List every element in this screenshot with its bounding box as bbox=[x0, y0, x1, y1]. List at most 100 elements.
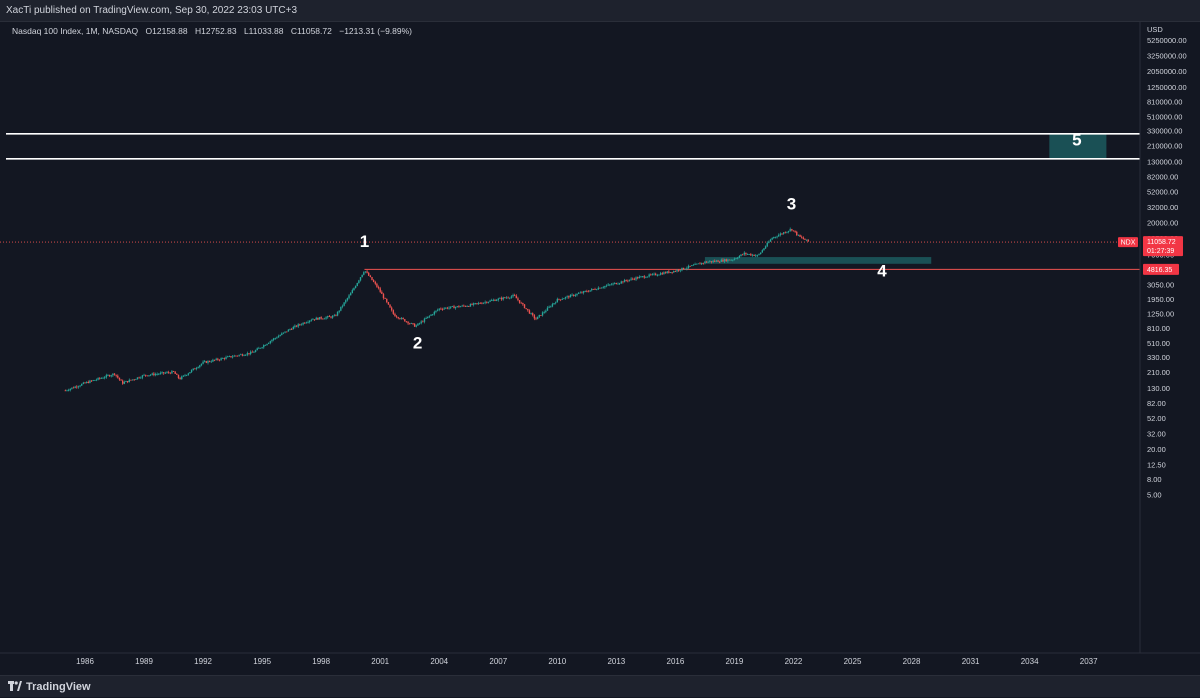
candle-body bbox=[359, 277, 362, 281]
candle-body bbox=[530, 313, 532, 315]
candle-body bbox=[185, 374, 188, 376]
candle-body bbox=[427, 316, 429, 319]
candle-body bbox=[728, 259, 731, 261]
legend-line: Nasdaq 100 Index, 1M, NASDAQ O12158.88 H… bbox=[12, 26, 412, 36]
candle-body bbox=[156, 373, 158, 375]
candle-body bbox=[422, 321, 424, 323]
candle-body bbox=[715, 260, 718, 262]
candle-body bbox=[607, 284, 609, 286]
wave-label-2: 2 bbox=[413, 334, 422, 353]
candle-body bbox=[67, 390, 70, 391]
candle-body bbox=[714, 260, 716, 262]
candle-body bbox=[787, 230, 790, 232]
candle-body bbox=[184, 375, 186, 377]
footer-brand[interactable]: TradingView bbox=[26, 681, 91, 693]
candle-body bbox=[204, 361, 206, 363]
candle-body bbox=[648, 274, 650, 277]
candle-body bbox=[763, 248, 765, 251]
candle-body bbox=[710, 261, 713, 263]
candle-body bbox=[215, 358, 217, 360]
candle-body bbox=[617, 283, 619, 285]
candle-body bbox=[299, 324, 301, 326]
candle-body bbox=[576, 293, 578, 296]
candle-body bbox=[300, 324, 303, 326]
candle-body bbox=[740, 254, 742, 257]
candle-body bbox=[105, 375, 108, 378]
candle-body bbox=[84, 382, 86, 384]
candle-body bbox=[202, 361, 204, 364]
candle-body bbox=[481, 303, 483, 305]
y-tick-label: 5250000.00 bbox=[1147, 36, 1187, 45]
y-tick-label: 82000.00 bbox=[1147, 172, 1178, 181]
candle-body bbox=[218, 359, 221, 361]
candle-body bbox=[669, 271, 672, 273]
candle-body bbox=[735, 258, 737, 260]
legend-low: L11033.88 bbox=[244, 26, 284, 36]
candle-body bbox=[758, 254, 760, 255]
x-tick-label: 2016 bbox=[667, 657, 685, 666]
candle-body bbox=[751, 254, 754, 256]
candle-body bbox=[679, 270, 682, 272]
candle-body bbox=[226, 356, 229, 358]
y-tick-label: 12.50 bbox=[1147, 461, 1166, 470]
candle-body bbox=[233, 355, 235, 357]
candle-body bbox=[461, 305, 463, 307]
candle-body bbox=[123, 382, 126, 384]
candle-body bbox=[274, 338, 276, 339]
candle-body bbox=[423, 318, 426, 322]
candle-body bbox=[148, 375, 150, 377]
candle-body bbox=[277, 336, 280, 338]
candle-body bbox=[108, 375, 111, 377]
legend-high: H12752.83 bbox=[195, 26, 237, 36]
candle-body bbox=[776, 236, 778, 238]
candle-body bbox=[661, 273, 663, 275]
candle-body bbox=[253, 351, 255, 353]
candle-body bbox=[618, 283, 621, 284]
candle-body bbox=[343, 302, 345, 306]
candle-body bbox=[112, 373, 114, 376]
publish-info: XacTi published on TradingView.com, Sep … bbox=[6, 5, 298, 16]
x-tick-label: 2004 bbox=[430, 657, 448, 666]
candle-body bbox=[510, 296, 513, 298]
candle-body bbox=[743, 252, 745, 255]
price-chart[interactable]: 1 2 3 4 5 USD 5250000.00 3250000.00 2050000.00… bbox=[0, 22, 1200, 675]
y-tick-label: 8.00 bbox=[1147, 475, 1162, 484]
candle-body bbox=[682, 267, 685, 270]
candle-body bbox=[254, 350, 257, 352]
candle-body bbox=[707, 261, 709, 263]
candle-body bbox=[625, 280, 627, 281]
wave-labels-layer: 1 2 3 4 5 bbox=[360, 131, 1082, 353]
candle-body bbox=[791, 229, 793, 231]
candle-body bbox=[684, 268, 686, 270]
candle-body bbox=[171, 371, 173, 374]
candle-body bbox=[338, 310, 340, 312]
candle-body bbox=[374, 281, 376, 284]
candle-body bbox=[551, 304, 554, 307]
candle-body bbox=[548, 306, 550, 308]
candle-body bbox=[653, 273, 655, 275]
level-tag bbox=[1143, 263, 1179, 275]
candle-body bbox=[267, 342, 270, 344]
wave-label-3: 3 bbox=[787, 194, 796, 213]
candle-body bbox=[330, 316, 332, 318]
x-tick-label: 2013 bbox=[607, 657, 625, 666]
candle-body bbox=[428, 315, 431, 317]
candle-body bbox=[436, 309, 439, 311]
footer-bar: TradingView bbox=[0, 675, 1200, 697]
candle-body bbox=[766, 242, 768, 247]
candle-body bbox=[392, 310, 395, 314]
candle-body bbox=[82, 382, 85, 384]
candle-body bbox=[71, 387, 73, 389]
y-tick-label: 210000.00 bbox=[1147, 142, 1182, 151]
x-axis[interactable]: 1986 1989 1992 1995 1998 2001 2004 2007 2010 2013… bbox=[76, 657, 1098, 666]
candle-body bbox=[466, 306, 468, 308]
candle-body bbox=[718, 261, 721, 263]
candle-body bbox=[77, 386, 80, 388]
candle-body bbox=[651, 274, 654, 275]
candle-body bbox=[630, 278, 632, 280]
candle-body bbox=[627, 280, 629, 282]
candle-body bbox=[199, 365, 201, 368]
candle-body bbox=[664, 272, 667, 274]
candle-body bbox=[454, 306, 457, 309]
candle-body bbox=[484, 301, 486, 303]
